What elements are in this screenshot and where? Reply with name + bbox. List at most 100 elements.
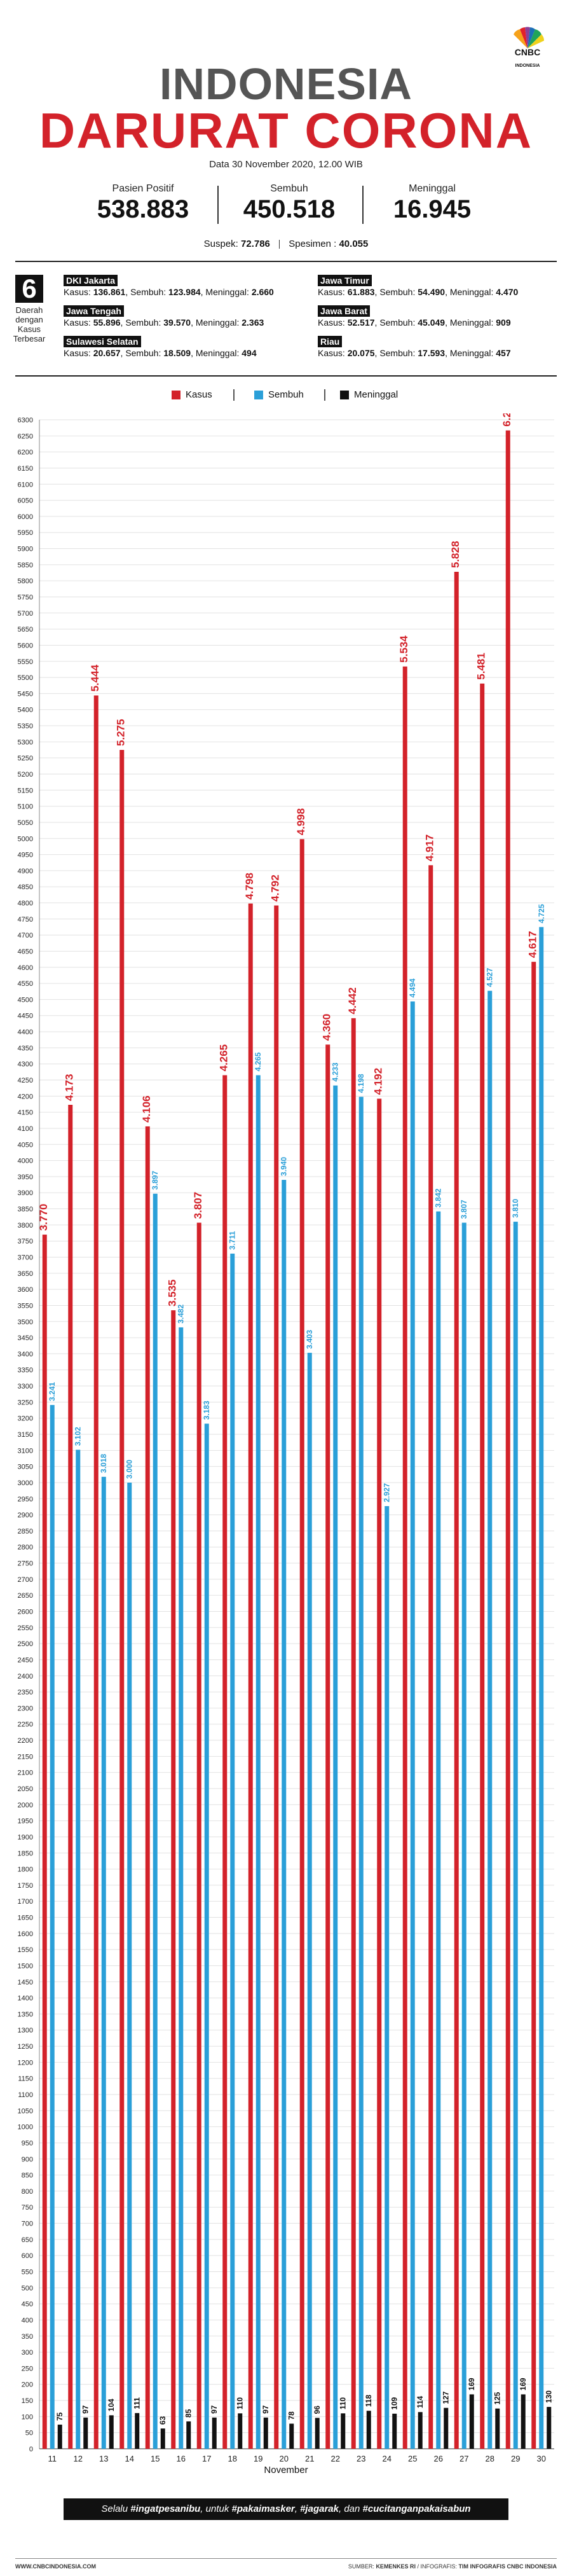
y-tick-label: 3550 xyxy=(18,1302,33,1310)
y-tick-label: 2550 xyxy=(18,1624,33,1632)
data-label-meninggal: 169 xyxy=(519,2378,528,2390)
data-label-meninggal: 85 xyxy=(184,2409,193,2418)
data-label-meninggal: 111 xyxy=(133,2397,142,2409)
data-label-sembuh: 4.265 xyxy=(254,1052,262,1071)
data-label-sembuh: 4.725 xyxy=(537,904,546,923)
x-tick-label: 30 xyxy=(537,2454,546,2463)
y-tick-label: 4050 xyxy=(18,1141,33,1149)
y-tick-label: 1450 xyxy=(18,1979,33,1986)
data-label-kasus: 4.792 xyxy=(269,875,282,902)
data-label-meninggal: 78 xyxy=(287,2411,296,2420)
data-label-sembuh: 3.807 xyxy=(460,1200,468,1219)
y-tick-label: 2050 xyxy=(18,1785,33,1793)
y-tick-label: 4850 xyxy=(18,883,33,891)
bar-sembuh xyxy=(487,990,493,2449)
y-tick-label: 4150 xyxy=(18,1109,33,1117)
region-detail: Kasus: 55.896, Sembuh: 39.570, Meninggal… xyxy=(64,317,264,328)
y-tick-label: 3750 xyxy=(18,1238,33,1245)
y-tick-label: 1050 xyxy=(18,2107,33,2115)
bar-sembuh xyxy=(127,1482,132,2449)
bar-meninggal xyxy=(263,2417,268,2449)
bar-kasus xyxy=(351,1018,356,2449)
x-tick-label: 19 xyxy=(254,2454,262,2463)
y-tick-label: 5600 xyxy=(18,642,33,649)
hashtag: #cucitanganpakaisabun xyxy=(362,2503,471,2514)
y-tick-label: 3000 xyxy=(18,1479,33,1487)
bar-kasus xyxy=(274,905,279,2449)
y-tick-label: 1100 xyxy=(18,2091,33,2099)
data-label-meninggal: 104 xyxy=(107,2399,116,2411)
title-line-1: INDONESIA xyxy=(160,59,412,109)
bar-kasus xyxy=(531,962,536,2449)
x-tick-label: 22 xyxy=(331,2454,340,2463)
data-label-sembuh: 3.842 xyxy=(434,1188,443,1207)
data-label-sembuh: 3.940 xyxy=(280,1157,289,1176)
bar-sembuh xyxy=(385,1506,390,2449)
bar-kasus xyxy=(480,683,485,2449)
y-tick-label: 1800 xyxy=(18,1866,33,1874)
y-tick-label: 6250 xyxy=(18,433,33,440)
region-detail: Kasus: 20.075, Sembuh: 17.593, Meninggal… xyxy=(318,348,511,358)
y-tick-label: 500 xyxy=(22,2285,33,2292)
y-tick-label: 5800 xyxy=(18,578,33,585)
y-tick-label: 1500 xyxy=(18,1962,33,1970)
y-tick-label: 800 xyxy=(22,2188,33,2196)
data-label-meninggal: 114 xyxy=(416,2396,425,2409)
x-tick-label: 16 xyxy=(177,2454,186,2463)
x-tick-label: 18 xyxy=(228,2454,237,2463)
y-tick-label: 3800 xyxy=(18,1222,33,1229)
bar-kasus xyxy=(196,1222,201,2449)
y-tick-label: 5650 xyxy=(18,626,33,634)
y-tick-label: 2350 xyxy=(18,1689,33,1696)
data-label-kasus: 5.534 xyxy=(398,635,410,663)
y-tick-label: 2300 xyxy=(18,1705,33,1712)
bar-meninggal xyxy=(109,2415,114,2449)
y-tick-label: 3700 xyxy=(18,1254,33,1262)
x-tick-label: 28 xyxy=(486,2454,494,2463)
y-tick-label: 4700 xyxy=(18,932,33,939)
y-tick-label: 2000 xyxy=(18,1801,33,1809)
y-tick-label: 1150 xyxy=(18,2075,33,2083)
bar-kasus xyxy=(93,695,99,2449)
hashtag-banner: Selalu #ingatpesanibu, untuk #pakaimaske… xyxy=(64,2498,508,2520)
bar-kasus xyxy=(222,1075,228,2449)
data-label-meninggal: 118 xyxy=(364,2395,373,2407)
y-tick-label: 3500 xyxy=(18,1319,33,1326)
bar-meninggal xyxy=(521,2394,526,2449)
stat-positive: Pasien Positif 538.883 xyxy=(64,183,222,224)
region-label-line: dengan xyxy=(15,315,43,324)
data-label-sembuh: 3.018 xyxy=(99,1453,108,1472)
hashtag: #ingatpesanibu xyxy=(130,2503,201,2514)
stat-recovered: Sembuh 450.518 xyxy=(210,183,369,224)
y-tick-label: 4200 xyxy=(18,1093,33,1100)
y-tick-label: 200 xyxy=(22,2381,33,2389)
bar-sembuh xyxy=(50,1404,55,2449)
y-tick-label: 100 xyxy=(22,2413,33,2421)
suspek-label: Suspek: xyxy=(203,239,238,249)
y-tick-label: 3050 xyxy=(18,1464,33,1471)
spesimen-label: Spesimen : xyxy=(289,239,337,249)
infografis-value: TIM INFOGRAFIS CNBC INDONESIA xyxy=(458,2563,557,2570)
data-label-kasus: 4.998 xyxy=(295,808,307,836)
y-tick-label: 5500 xyxy=(18,674,33,682)
region-name: Jawa Timur xyxy=(318,275,372,286)
y-tick-label: 1750 xyxy=(18,1882,33,1890)
data-label-meninggal: 97 xyxy=(261,2405,270,2414)
bar-meninggal xyxy=(418,2412,423,2449)
suspect-line: Suspek: 72.786 Spesimen : 40.055 xyxy=(0,239,572,249)
y-tick-label: 250 xyxy=(22,2365,33,2372)
bar-kasus xyxy=(145,1126,150,2449)
y-tick-label: 5350 xyxy=(18,723,33,730)
data-label-sembuh: 3.241 xyxy=(48,1382,57,1401)
bar-sembuh xyxy=(282,1179,287,2449)
data-label-sembuh: 4.233 xyxy=(331,1062,340,1081)
y-tick-label: 4250 xyxy=(18,1077,33,1084)
footer: WWW.CNBCINDONESIA.COM SUMBER: KEMENKES R… xyxy=(15,2563,557,2571)
region-name: DKI Jakarta xyxy=(64,275,118,286)
y-tick-label: 3250 xyxy=(18,1399,33,1406)
data-date: Data 30 November 2020, 12.00 WIB xyxy=(209,159,363,170)
bar-sembuh xyxy=(539,927,544,2449)
y-tick-label: 2850 xyxy=(18,1528,33,1535)
data-label-kasus: 4.173 xyxy=(64,1074,76,1101)
data-label-sembuh: 3.102 xyxy=(74,1427,83,1446)
